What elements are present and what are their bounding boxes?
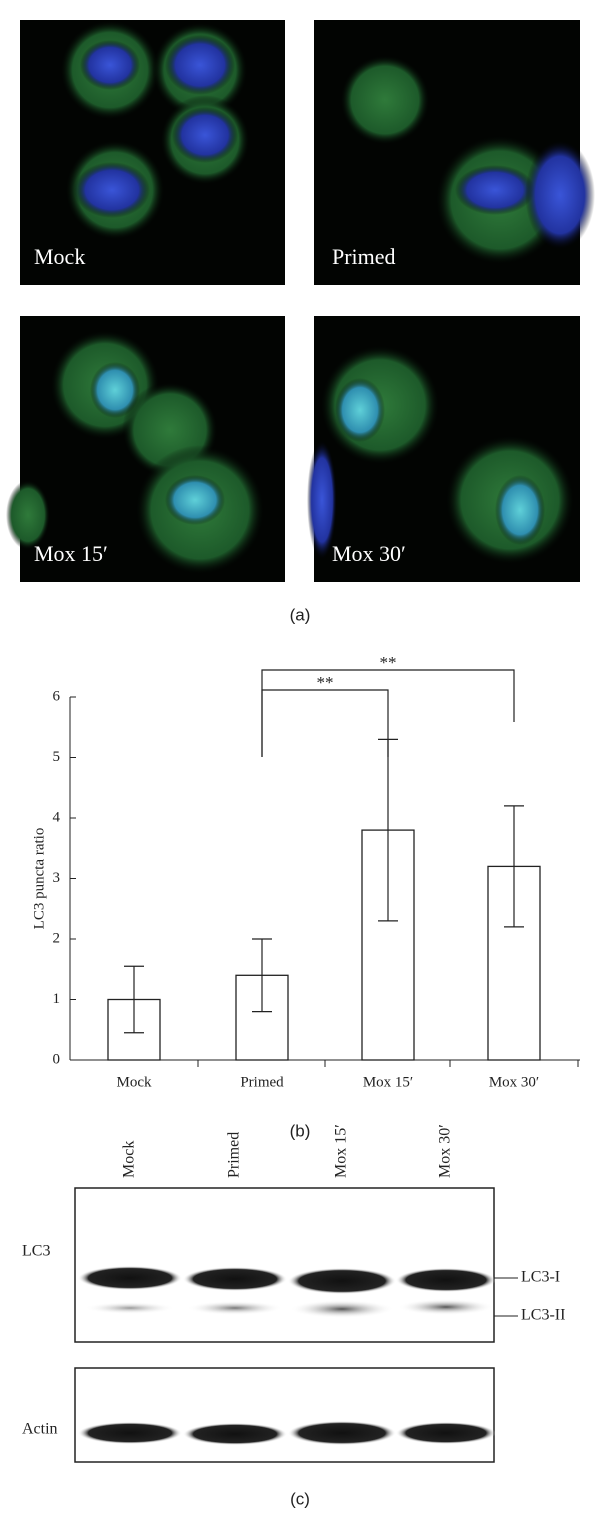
lane-label: Mox 30′ [437, 1124, 454, 1178]
lane-label: Mock [121, 1141, 138, 1178]
micrograph-label: Mox 30′ [332, 541, 406, 566]
error-bar [504, 805, 524, 928]
micrograph [6, 316, 285, 582]
y-tick-label: 3 [53, 870, 61, 886]
blot-bands [78, 1266, 496, 1445]
x-tick-label: Mock [117, 1074, 152, 1090]
micrograph-label: Primed [332, 244, 396, 269]
y-tick-label: 5 [53, 749, 61, 765]
micrograph [314, 20, 595, 285]
band-label: LC3-I [521, 1269, 560, 1286]
y-tick-label: 6 [53, 688, 61, 704]
y-tick-label: 1 [53, 991, 61, 1007]
x-tick-label: Mox 15′ [363, 1074, 413, 1090]
band-label: LC3-II [521, 1307, 565, 1324]
caption: (a) [290, 605, 311, 624]
y-axis-label: LC3 puncta ratio [31, 828, 47, 930]
y-tick-label: 0 [53, 1051, 61, 1067]
blot-frame [74, 1187, 495, 1343]
y-tick-label: 2 [53, 930, 61, 946]
lane-label: Mox 15′ [333, 1124, 350, 1178]
caption: (c) [290, 1489, 310, 1508]
micrograph-label: Mox 15′ [34, 541, 108, 566]
micrograph [20, 20, 285, 285]
significance-bracket [261, 669, 515, 757]
caption: (b) [290, 1121, 311, 1140]
significance-label: ** [380, 653, 397, 672]
micrograph-label: Mock [34, 244, 85, 269]
x-tick-label: Mox 30′ [489, 1074, 539, 1090]
micrograph [307, 316, 580, 582]
lane-label: Primed [226, 1132, 243, 1178]
row-label: Actin [22, 1421, 58, 1438]
significance-label: ** [317, 673, 334, 692]
row-label: LC3 [22, 1243, 50, 1260]
x-tick-label: Primed [240, 1074, 284, 1090]
significance-bracket [261, 689, 389, 757]
y-tick-label: 4 [53, 809, 61, 825]
error-bar [124, 965, 144, 1034]
error-bar [252, 938, 272, 1013]
blot-frame [74, 1367, 495, 1463]
